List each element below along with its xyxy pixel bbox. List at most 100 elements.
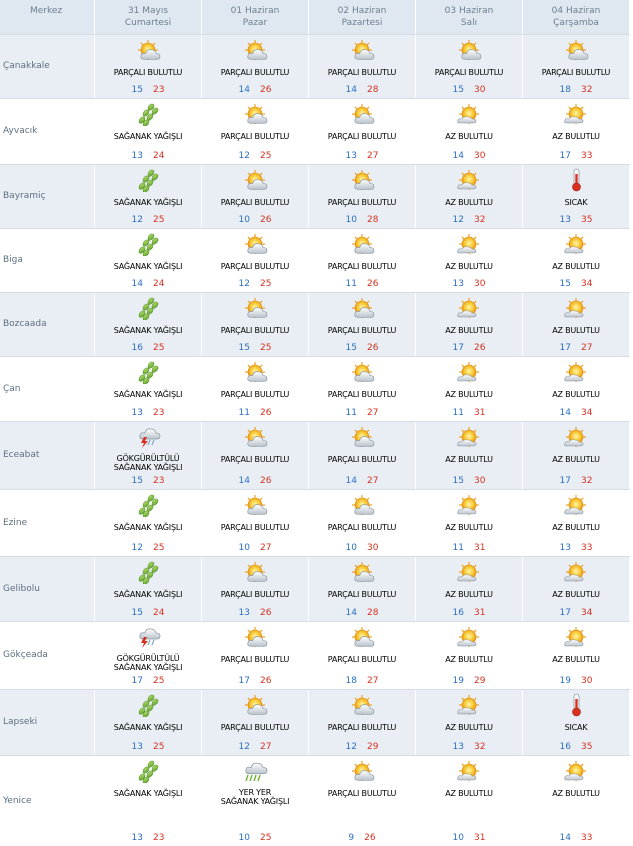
city-label: Ezine [3,517,28,528]
mostly-sunny-icon [563,493,589,517]
min-temp: 12 [131,543,143,553]
max-temp: 28 [367,215,379,225]
condition-text: AZ BULUTLU [552,590,600,599]
forecast-cell: AZ BULUTLU 17 32 [523,421,630,489]
min-temp: 15 [452,85,464,95]
max-temp: 28 [367,85,379,95]
max-temp: 30 [474,279,486,289]
min-temp: 10 [238,215,250,225]
max-temp: 27 [260,742,272,752]
partly-cloudy-icon [456,38,482,62]
min-temp: 10 [452,833,464,843]
table-row: Gelibolu SAĞANAK YAĞIŞLI 15 24 PARÇALI BU… [0,556,630,621]
temperature-range: 15 25 [202,343,308,353]
shower-icon [135,102,161,127]
max-temp: 26 [260,476,272,486]
temperature-range: 15 26 [309,343,415,353]
condition-text: AZ BULUTLU [552,390,600,399]
temperature-range: 10 27 [202,543,308,553]
min-temp: 11 [452,543,464,553]
condition-text: YER YER SAĞANAK YAĞIŞLI [220,788,290,806]
min-temp: 17 [131,676,143,686]
condition-text: AZ BULUTLU [552,523,600,532]
header-date: 31 Mayıs [127,6,169,16]
max-temp: 24 [153,279,165,289]
condition-text: SAĞANAK YAĞIŞLI [113,262,183,271]
table-row: Ayvacık SAĞANAK YAĞIŞLI 13 24 PARÇALI BUL… [0,98,630,164]
condition-text: AZ BULUTLU [445,455,493,464]
max-temp: 32 [581,85,593,95]
min-temp: 11 [345,408,357,418]
partly-cloudy-icon [349,232,375,256]
min-temp: 17 [559,151,571,161]
mostly-sunny-icon [456,168,482,192]
max-temp: 25 [153,215,165,225]
temperature-range: 17 34 [523,608,629,618]
max-temp: 30 [474,476,486,486]
row-divider [0,755,630,756]
forecast-cell: PARÇALI BULUTLU 10 27 [202,489,309,556]
condition-text: AZ BULUTLU [552,455,600,464]
temperature-range: 14 24 [95,279,201,289]
condition-text: AZ BULUTLU [552,262,600,271]
max-temp: 27 [260,543,272,553]
condition-text: AZ BULUTLU [445,789,493,798]
temperature-range: 13 35 [523,215,629,225]
condition-text: SAĞANAK YAĞIŞLI [113,132,183,141]
row-divider [0,34,630,35]
condition-text: PARÇALI BULUTLU [220,262,290,271]
table-row: Çan SAĞANAK YAĞIŞLI 13 23 PARÇALI BULUTLU… [0,356,630,421]
partly-cloudy-icon [563,38,589,62]
max-temp: 27 [367,476,379,486]
temperature-range: 17 27 [523,343,629,353]
partly-cloudy-icon [349,425,375,449]
temperature-range: 12 27 [202,742,308,752]
city-label: Bayramiç [3,191,46,201]
temperature-range: 9 26 [309,833,415,843]
max-temp: 26 [260,408,272,418]
max-temp: 33 [581,833,593,843]
forecast-cell: SICAK 13 35 [523,164,630,228]
forecast-cell: PARÇALI BULUTLU 10 26 [202,164,309,228]
temperature-range: 15 30 [416,85,522,95]
temperature-range: 17 26 [416,343,522,353]
max-temp: 29 [474,676,486,686]
min-temp: 11 [238,408,250,418]
thermometer-icon [563,168,589,192]
condition-text: PARÇALI BULUTLU [220,523,290,532]
temperature-range: 14 30 [416,151,522,161]
max-temp: 26 [260,85,272,95]
temperature-range: 14 27 [309,476,415,486]
temperature-range: 17 33 [523,151,629,161]
header-weekday: Cumartesi [124,18,172,28]
temperature-range: 10 26 [202,215,308,225]
temperature-range: 14 26 [202,476,308,486]
partly-cloudy-icon [349,625,375,649]
max-temp: 35 [581,742,593,752]
table-row: Yenice SAĞANAK YAĞIŞLI 13 23 YER YER SAĞA… [0,755,630,846]
forecast-cell: PARÇALI BULUTLU 14 26 [202,34,309,98]
min-temp: 10 [238,543,250,553]
max-temp: 25 [153,676,165,686]
min-temp: 15 [559,279,571,289]
mostly-sunny-icon [563,625,589,649]
condition-text: PARÇALI BULUTLU [220,655,290,664]
forecast-cell: SAĞANAK YAĞIŞLI 12 25 [95,489,202,556]
min-temp: 10 [345,543,357,553]
min-temp: 16 [559,742,571,752]
partly-cloudy-icon [242,425,268,449]
max-temp: 30 [367,543,379,553]
min-temp: 15 [131,476,143,486]
city-name: Ayvacık [0,98,95,164]
min-temp: 15 [345,343,357,353]
min-temp: 13 [131,408,143,418]
min-temp: 13 [559,215,571,225]
max-temp: 26 [260,676,272,686]
forecast-cell: PARÇALI BULUTLU 15 30 [416,34,523,98]
city-name: Ezine [0,489,95,556]
mostly-sunny-icon [456,493,482,517]
forecast-cell: AZ BULUTLU 19 30 [523,621,630,689]
temperature-range: 12 25 [202,151,308,161]
forecast-cell: AZ BULUTLU 17 34 [523,556,630,621]
shower-icon [135,296,161,321]
